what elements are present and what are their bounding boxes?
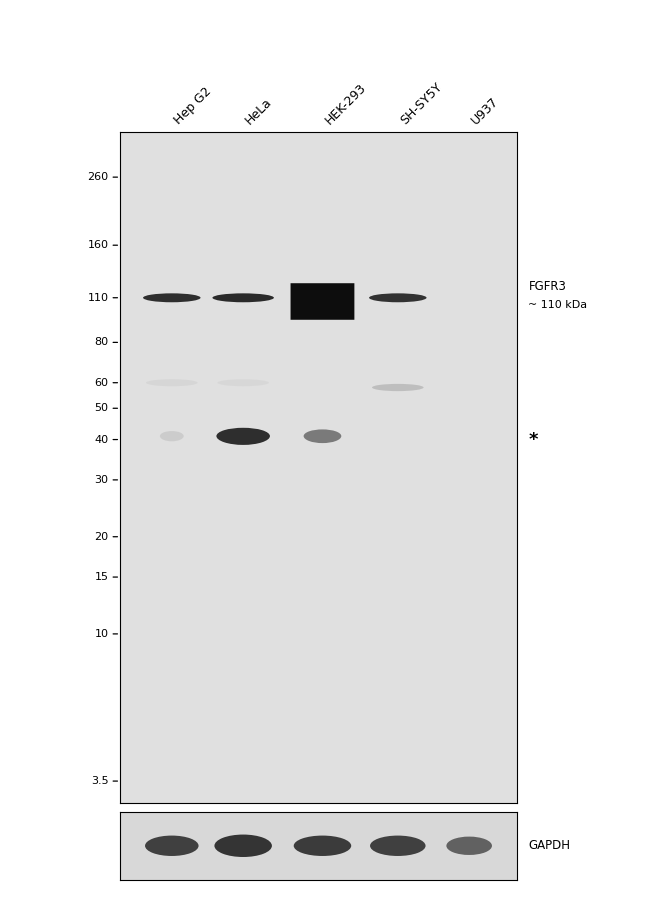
Text: HeLa: HeLa (243, 95, 275, 127)
Text: U937: U937 (469, 94, 502, 127)
Text: 80: 80 (94, 337, 109, 347)
Text: 20: 20 (94, 532, 109, 541)
Text: 110: 110 (87, 293, 109, 303)
Text: SH-SY5Y: SH-SY5Y (398, 80, 445, 127)
Text: HEK-293: HEK-293 (322, 81, 369, 127)
Ellipse shape (369, 293, 426, 302)
Ellipse shape (370, 835, 426, 856)
Ellipse shape (160, 431, 184, 442)
Ellipse shape (145, 835, 198, 856)
Text: 10: 10 (94, 629, 109, 639)
Ellipse shape (146, 379, 198, 386)
Text: FGFR3: FGFR3 (528, 280, 566, 293)
Ellipse shape (294, 835, 351, 856)
Text: 60: 60 (94, 377, 109, 387)
Ellipse shape (216, 428, 270, 445)
Text: 40: 40 (94, 434, 109, 444)
Text: Hep G2: Hep G2 (172, 85, 214, 127)
Text: ~ 110 kDa: ~ 110 kDa (528, 300, 588, 310)
Text: 50: 50 (94, 404, 109, 414)
Text: 15: 15 (94, 572, 109, 582)
Text: *: * (528, 431, 538, 449)
Ellipse shape (214, 834, 272, 857)
Ellipse shape (213, 293, 274, 302)
Text: GAPDH: GAPDH (528, 839, 571, 853)
FancyBboxPatch shape (291, 283, 354, 320)
Ellipse shape (372, 384, 424, 391)
Ellipse shape (447, 836, 492, 855)
Text: 3.5: 3.5 (91, 776, 109, 786)
Text: 260: 260 (87, 172, 109, 182)
Ellipse shape (143, 293, 201, 302)
Ellipse shape (217, 379, 269, 386)
Ellipse shape (304, 429, 341, 444)
Text: 160: 160 (87, 240, 109, 250)
Text: 30: 30 (94, 475, 109, 485)
